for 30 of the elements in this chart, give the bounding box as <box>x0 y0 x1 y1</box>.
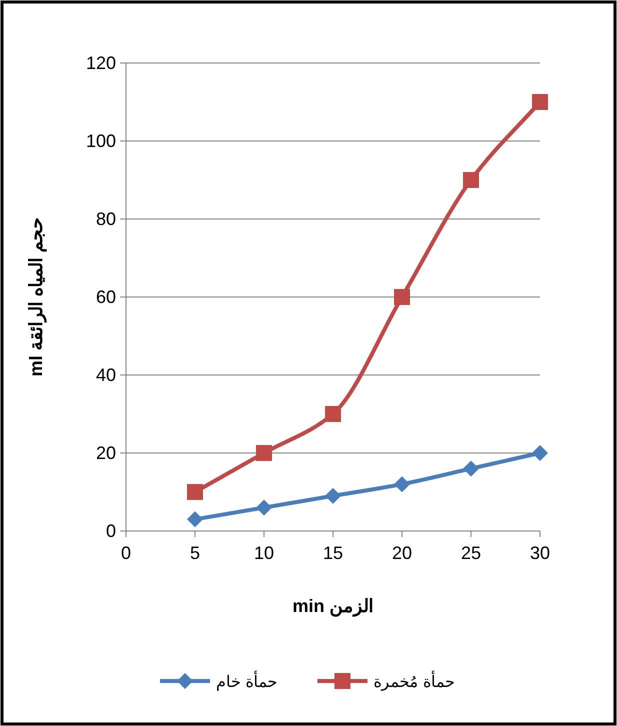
y-tick-label: 40 <box>96 365 116 385</box>
x-tick-label: 15 <box>322 543 344 563</box>
x-tick-label: 5 <box>190 543 200 563</box>
point <box>532 445 548 461</box>
y-tick-label: 60 <box>96 287 116 307</box>
x-tick-label: 10 <box>254 543 274 563</box>
point <box>325 406 341 422</box>
x-tick-label: 25 <box>460 543 482 563</box>
point <box>394 289 410 305</box>
point <box>532 94 548 110</box>
y-tick-label: 0 <box>106 521 116 541</box>
legend-label: حمأة خام <box>216 670 278 691</box>
y-tick-label: 100 <box>86 131 116 151</box>
y-tick-label: 120 <box>86 53 116 73</box>
x-tick-label: 20 <box>392 543 412 563</box>
x-axis-title: الزمن min <box>292 596 374 617</box>
point <box>463 172 479 188</box>
point <box>394 476 410 492</box>
y-axis-title: حجم المياه الرائقة ml <box>26 217 47 377</box>
legend-label: حمأة مُخمرة <box>373 670 455 691</box>
x-tick-label: 0 <box>120 543 132 563</box>
point <box>256 445 272 461</box>
x-tick-label: 30 <box>530 543 550 563</box>
y-tick-label: 20 <box>96 443 116 463</box>
point <box>187 484 203 500</box>
y-tick-label: 80 <box>96 209 116 229</box>
point <box>463 460 479 477</box>
point <box>256 500 272 516</box>
point <box>187 511 203 528</box>
point <box>325 488 341 504</box>
